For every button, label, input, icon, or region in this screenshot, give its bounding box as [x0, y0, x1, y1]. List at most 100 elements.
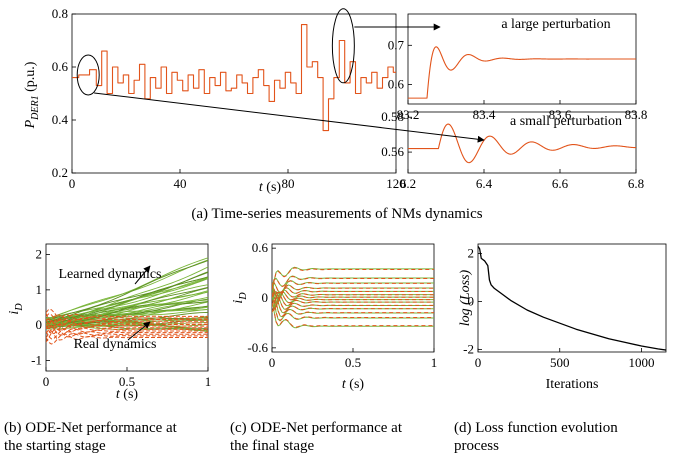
final-learned-curve	[272, 280, 434, 294]
caption-b-line2: the starting stage	[4, 438, 106, 454]
main-ytick-label: 0.4	[52, 112, 69, 127]
start-series-group	[46, 257, 208, 345]
caption-a: (a) Time-series measurements of NMs dyna…	[191, 206, 482, 222]
final-real-curve	[272, 285, 434, 321]
final-real-curve	[272, 284, 434, 300]
small-xtick-label: 6.8	[628, 176, 644, 191]
final-real-curve	[272, 293, 434, 328]
final-real-curve	[272, 291, 434, 313]
caption-c-line1: (c) ODE-Net performance at	[230, 420, 403, 436]
real-arrow	[127, 321, 151, 341]
caption-c-line2: the final stage	[230, 438, 314, 454]
final-ytick-label: -0.6	[247, 340, 268, 355]
loss-xtick-label: 1000	[628, 355, 654, 370]
final-xlabel: t (s)	[342, 377, 365, 392]
loss-curve	[477, 246, 667, 351]
start-ytick-label: 0	[36, 317, 43, 332]
main-ytick-label: 0.8	[52, 6, 68, 21]
small-perturbation-marker	[76, 54, 100, 96]
final-real-curve	[272, 280, 434, 294]
loss-xtick-label: 0	[475, 355, 482, 370]
small-series-group	[408, 123, 636, 164]
large-ytick-label: 0.6	[388, 76, 405, 91]
learned-curve	[46, 260, 208, 321]
real-curve	[46, 333, 208, 345]
learned-curve	[46, 271, 208, 323]
main-ylabel: PDER1 (p.u.)	[23, 61, 41, 129]
start-xtick-label: 0.5	[119, 374, 135, 389]
start-ytick-label: -1	[31, 352, 42, 367]
real-curve	[46, 318, 208, 330]
real-annotation: Real dynamics	[74, 337, 157, 352]
final-real-curve	[272, 291, 434, 308]
start-xtick-label: 1	[205, 374, 212, 389]
small-ytick-label: 0.56	[381, 144, 404, 159]
final-axes-frame	[271, 243, 435, 353]
loss-xlabel: Iterations	[546, 377, 599, 392]
real-curve	[46, 328, 208, 340]
captions: (a) Time-series measurements of NMs dyna…	[4, 206, 618, 454]
learned-curve	[46, 257, 208, 320]
final-ylabel: iD	[231, 292, 249, 304]
start-ylabel: iD	[7, 303, 25, 315]
main-xtick-label: 40	[174, 176, 187, 191]
start-ytick-label: 2	[36, 247, 43, 262]
main-series-line	[72, 24, 396, 132]
real-curve	[46, 312, 208, 325]
small-series-line	[408, 123, 636, 164]
final-real-curve	[272, 287, 434, 314]
loss-ytick-label: 0	[468, 294, 475, 309]
small-xtick-label: 6.2	[400, 176, 416, 191]
final-series-group	[272, 266, 434, 329]
large-annotation: a large perturbation	[501, 17, 610, 32]
main-xlabel: t (s)	[259, 180, 282, 195]
final-real-curve	[272, 287, 434, 304]
final-xtick-label: 1	[431, 355, 438, 370]
main-axes-frame	[71, 13, 397, 174]
real-curve	[46, 319, 208, 334]
real-curve	[46, 323, 208, 339]
small-ytick-label: 0.58	[381, 109, 404, 124]
final-ytick-label: 0.6	[252, 240, 269, 255]
real-curve	[46, 323, 208, 335]
start-ytick-label: 1	[36, 282, 43, 297]
final-xtick-label: 0.5	[345, 355, 361, 370]
main-xtick-label: 0	[69, 176, 76, 191]
final-learned-curve	[272, 266, 434, 299]
learned-arrow	[134, 265, 151, 285]
learned-annotation: Learned dynamics	[58, 267, 161, 282]
caption-d-line1: (d) Loss function evolution	[454, 420, 618, 436]
small-arrow	[94, 92, 485, 143]
loss-axes-frame	[477, 243, 667, 353]
main-ytick-label: 0.2	[52, 165, 68, 180]
small-xtick-label: 6.6	[552, 176, 569, 191]
final-learned-curve	[272, 293, 434, 329]
start-xlabel: t (s)	[116, 387, 139, 402]
main-xtick-label: 80	[282, 176, 295, 191]
small-axes-frame	[407, 111, 637, 174]
large-xtick-label: 83.6	[549, 107, 572, 122]
large-ytick-label: 0.7	[388, 37, 405, 52]
final-real-curve	[272, 275, 434, 289]
final-xtick-label: 0	[269, 355, 276, 370]
final-real-curve	[272, 289, 434, 309]
large-xtick-label: 83.4	[473, 107, 496, 122]
start-xtick-label: 0	[43, 374, 50, 389]
loss-ylabel: log (Loss)	[458, 269, 473, 326]
small-annotation: a small perturbation	[510, 114, 622, 129]
learned-curve	[46, 277, 208, 325]
caption-d-line2: process	[454, 438, 499, 454]
real-curve	[46, 314, 208, 329]
small-xtick-label: 6.4	[476, 176, 493, 191]
final-real-curve	[272, 290, 434, 312]
large-series-group	[408, 46, 636, 99]
large-perturbation-marker	[331, 8, 355, 84]
real-curve	[46, 328, 208, 343]
final-learned-curve	[272, 275, 434, 289]
learned-curve	[46, 284, 208, 323]
main-xtick-label: 120	[386, 176, 406, 191]
final-real-curve	[272, 267, 434, 299]
final-real-curve	[272, 283, 434, 317]
